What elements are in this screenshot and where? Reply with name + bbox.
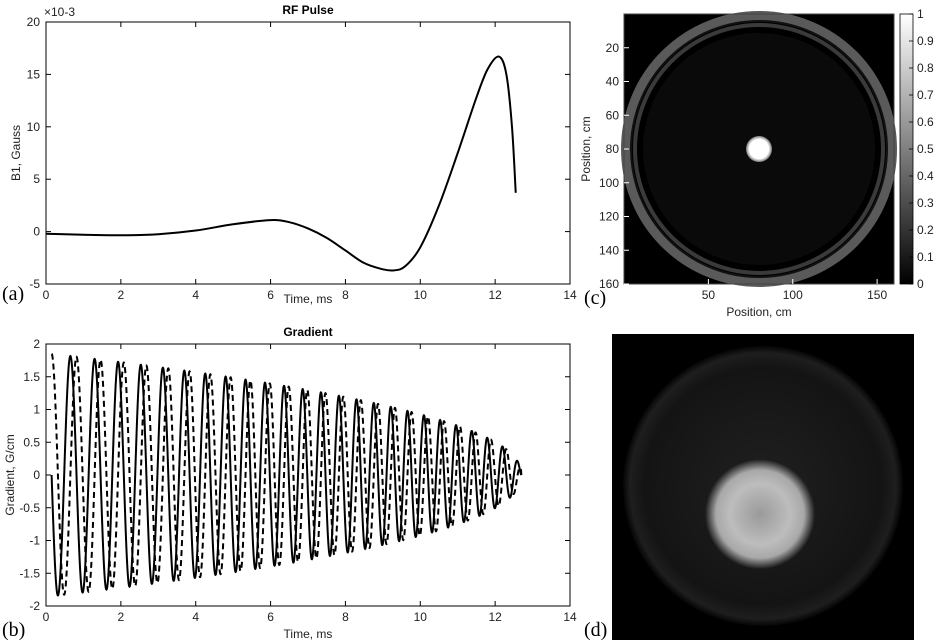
gradient-xtick-label: 12	[488, 610, 502, 624]
rf-pulse-axes-box	[45, 21, 571, 285]
colorbar-tick-label: 0.9	[917, 34, 934, 48]
rf-pulse-ytick-label: 15	[27, 67, 41, 81]
gradient-title: Gradient	[283, 325, 332, 339]
heatmap-ytick-label: 40	[606, 75, 620, 89]
gradient-ytick-label: 1	[33, 403, 40, 417]
rf-pulse-ytick-label: 10	[27, 120, 41, 134]
colorbar-tick-label: 0.3	[917, 196, 934, 210]
heatmap-ytick-label: 140	[599, 243, 619, 257]
rf-pulse-xtick-label: 8	[342, 288, 349, 302]
colorbar-tick-label: 0.2	[917, 223, 934, 237]
rf-pulse-y-multiplier: ×10-3	[44, 5, 75, 19]
gradient-xtick-label: 10	[414, 610, 428, 624]
colorbar-tick-label: 0.4	[917, 169, 934, 183]
gradient-ticks: 0 2 4 6 8 10 12 14 -2 -1.5 -1 -0.5 0 0.5 1 1.5 2	[19, 337, 577, 624]
heatmap-xlabel: Position, cm	[726, 305, 791, 319]
colorbar-ticks: 0 0.1 0.2 0.3 0.4 0.5 0.6 0.7 0.8 0.9 1	[909, 7, 934, 291]
heatmap-ring-gap	[630, 20, 888, 278]
gradient-xtick-label: 8	[342, 610, 349, 624]
gradient-ytick-label: -1.5	[19, 566, 40, 580]
heatmap-target-spot	[746, 136, 772, 162]
heatmap-ytick-label: 20	[606, 41, 620, 55]
heatmap-inner-ring	[633, 23, 885, 275]
rf-pulse-ylabel: B1, Gauss	[9, 125, 23, 181]
gradient-xtick-label: 2	[118, 610, 125, 624]
gradient-ytick-label: 0.5	[23, 435, 40, 449]
panel-label-d: (d)	[584, 619, 607, 641]
rf-pulse-ytick-label: 20	[27, 15, 41, 29]
gradient-ytick-label: 1.5	[23, 370, 40, 384]
gradient-xtick-label: 0	[43, 610, 50, 624]
colorbar-tick-label: 0.6	[917, 115, 934, 129]
colorbar-tick-label: 0.1	[917, 250, 934, 264]
panel-label-b: (b)	[2, 619, 25, 641]
gradient-ylabel: Gradient, G/cm	[3, 434, 17, 515]
rf-pulse-xlabel: Time, ms	[284, 292, 333, 306]
rf-pulse-xtick-label: 12	[488, 288, 502, 302]
rf-pulse-ytick-label: 0	[33, 225, 40, 239]
rf-pulse-xtick-label: 4	[192, 288, 199, 302]
gradient-xtick-label: 6	[267, 610, 274, 624]
rf-pulse-title: RF Pulse	[282, 3, 334, 17]
rf-pulse-ytick-label: 5	[33, 172, 40, 186]
rf-pulse-xtick-label: 14	[563, 288, 577, 302]
panel-label-a: (a)	[2, 283, 24, 305]
gradient-ytick-label: 0	[33, 468, 40, 482]
gradient-ytick-label: -1	[29, 534, 40, 548]
colorbar-tick-label: 0.7	[917, 88, 934, 102]
heatmap-ytick-label: 120	[599, 210, 619, 224]
heatmap-ytick-label: 80	[606, 142, 620, 156]
rf-pulse-xtick-label: 2	[118, 288, 125, 302]
result-image	[612, 334, 914, 640]
heatmap-xtick-label: 50	[702, 288, 716, 302]
heatmap-xtick-label: 150	[867, 288, 887, 302]
gradient-xtick-label: 4	[192, 610, 199, 624]
heatmap-ticks: 50 100 150 20 40 60 80 100 120 140 160	[599, 41, 887, 302]
gradient-xlabel: Time, ms	[284, 627, 333, 641]
colorbar-tick-label: 0	[917, 277, 924, 291]
heatmap-ylabel: Position, cm	[579, 116, 593, 181]
colorbar-tick-label: 0.8	[917, 61, 934, 75]
heatmap-ytick-label: 160	[599, 277, 619, 291]
gradient-ytick-label: -0.5	[19, 501, 40, 515]
heatmap-xtick-label: 100	[783, 288, 803, 302]
rf-pulse-series-line	[45, 55, 517, 272]
heatmap-ytick-label: 60	[606, 108, 620, 122]
rf-pulse-xtick-label: 6	[267, 288, 274, 302]
gradient-series-solid	[50, 354, 523, 597]
gradient-ytick-label: -2	[29, 599, 40, 613]
colorbar-tick-label: 0.5	[917, 142, 934, 156]
rf-pulse-ytick-label: -5	[29, 277, 40, 291]
rf-pulse-xtick-label: 10	[414, 288, 428, 302]
colorbar-tick-label: 1	[917, 7, 924, 21]
heatmap-ytick-label: 100	[599, 176, 619, 190]
panel-label-c: (c)	[584, 287, 606, 309]
rf-pulse-xtick-label: 0	[43, 288, 50, 302]
result-image-blob	[705, 459, 815, 569]
gradient-ytick-label: 2	[33, 337, 40, 351]
gradient-chart: 0 2 4 6 8 10 12 14 -2 -1.5 -1 -0.5 0 0.5 1 1.5 2 Gradien…	[3, 325, 577, 641]
gradient-xtick-label: 14	[563, 610, 577, 624]
